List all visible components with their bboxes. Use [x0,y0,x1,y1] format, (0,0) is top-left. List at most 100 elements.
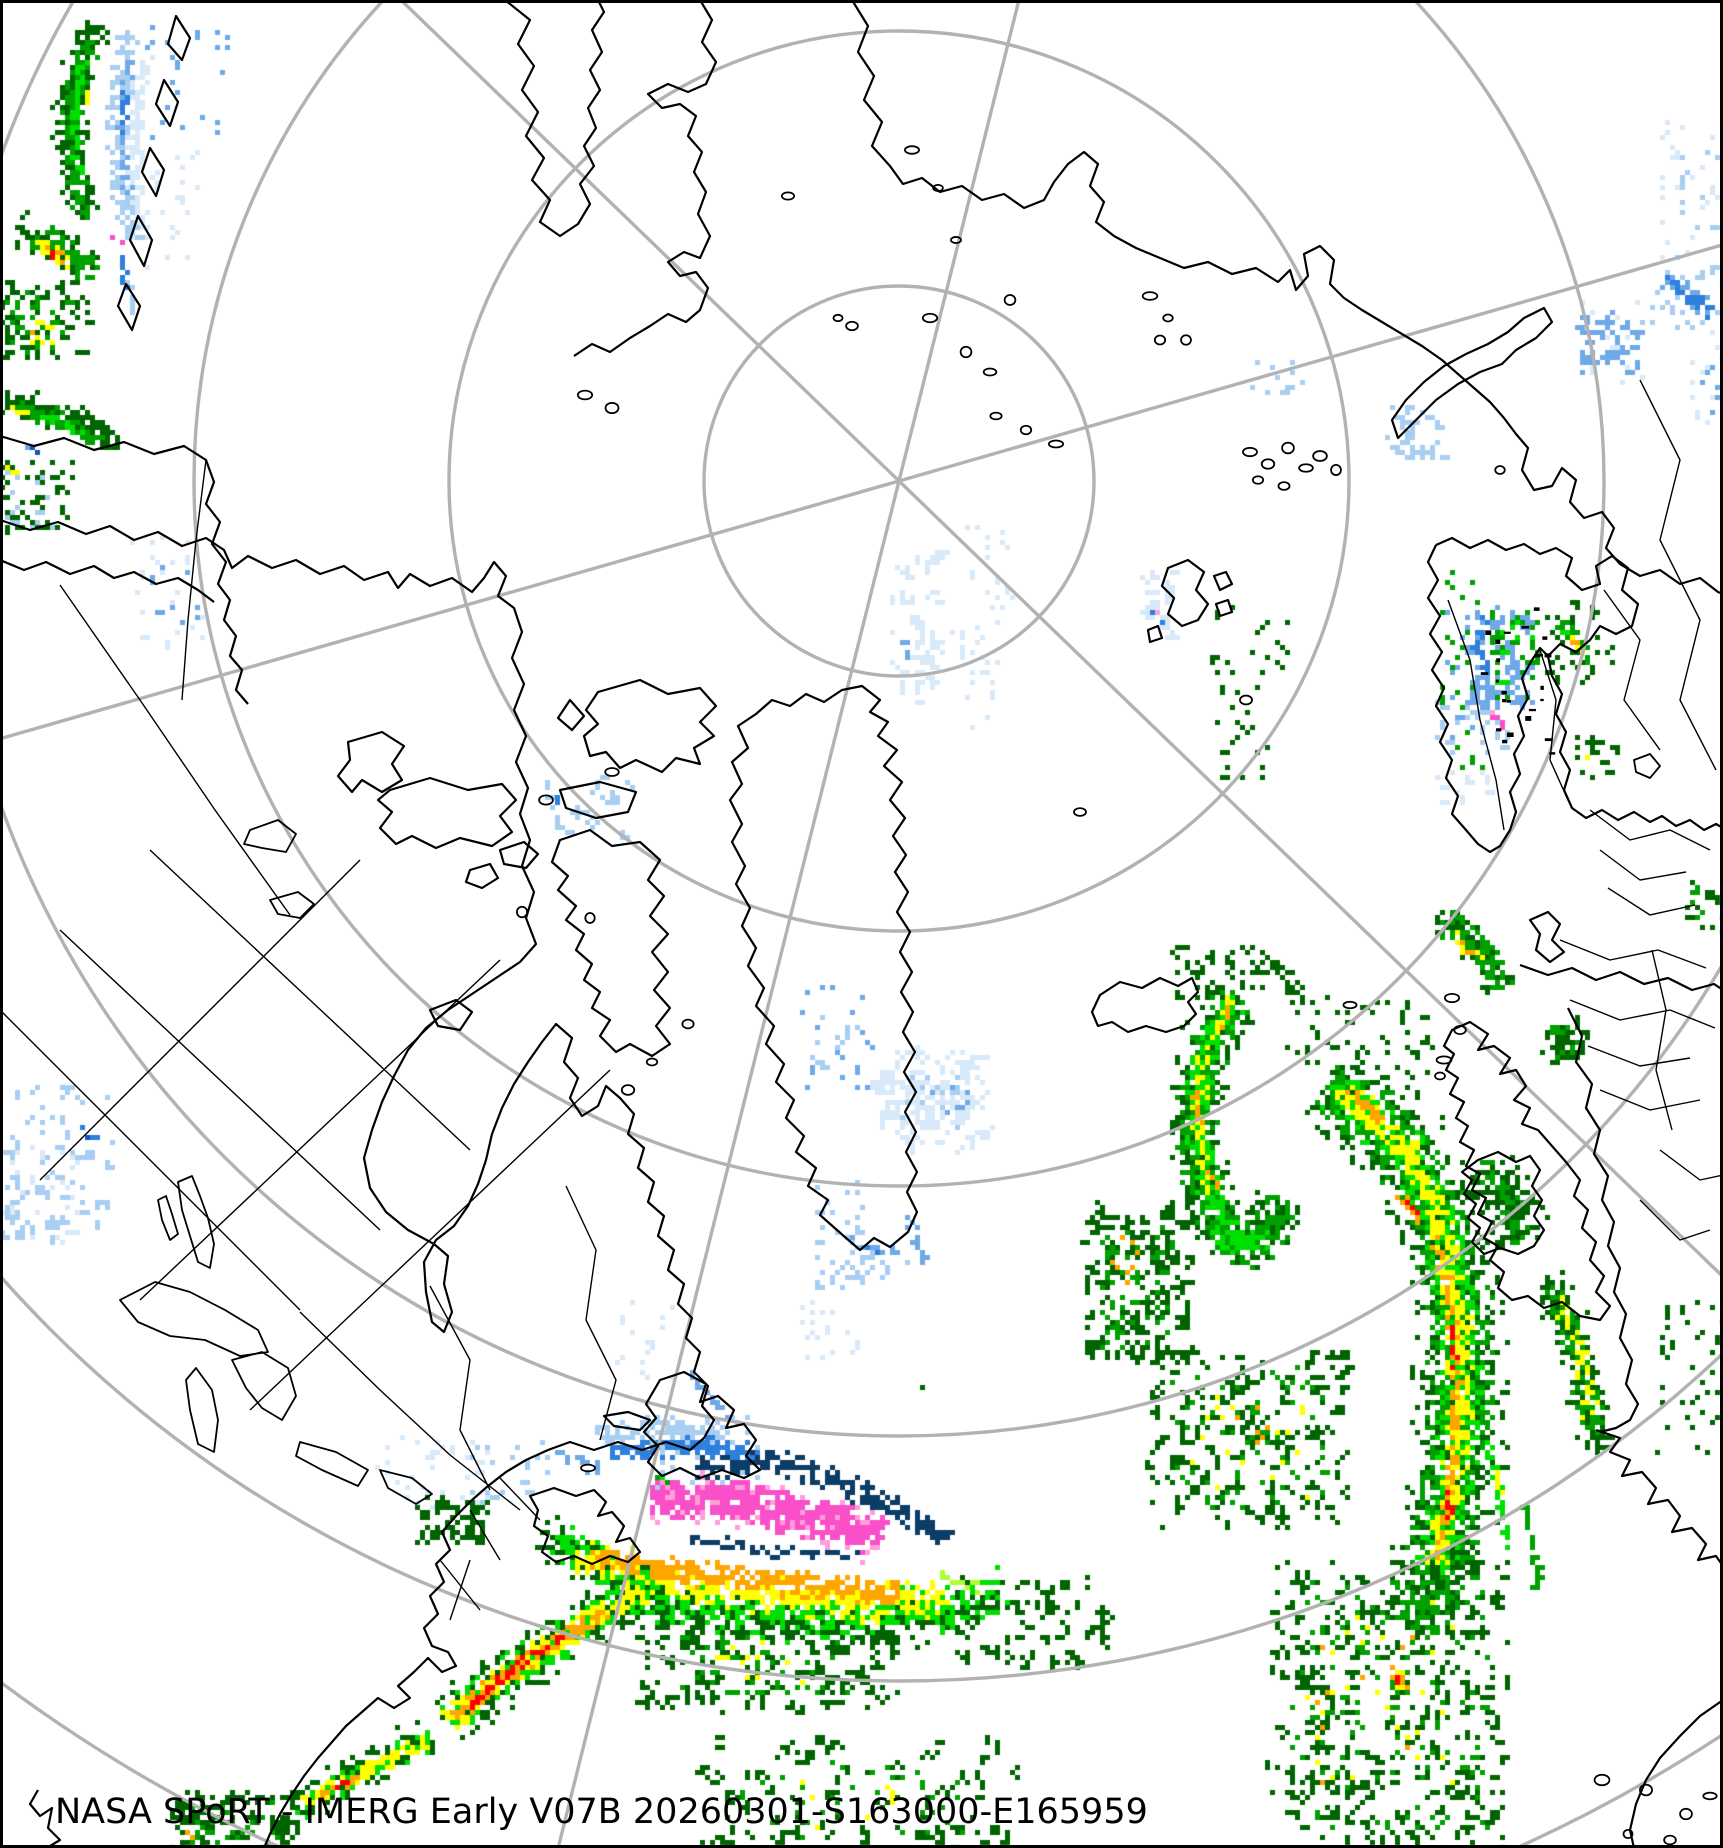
islet [1180,334,1192,346]
lake-group [119,753,1661,1505]
islet [1622,1828,1634,1840]
fin-rus-outline [1603,589,1661,751]
islet [576,389,594,401]
islet [1298,463,1314,473]
greenland-outline [728,684,919,1252]
islet [681,1018,695,1030]
lake-speck [1525,716,1532,721]
devon-outline [558,780,638,820]
islet [1443,992,1461,1004]
prairie-c3-outline [249,1069,611,1411]
coast-fragment-sw-outline [28,1789,62,1847]
swe-nor-outline [1447,599,1505,831]
alaska-west-coast-outline [573,0,718,357]
islet [1239,694,1253,706]
islet [1073,807,1087,817]
lake-speck [1544,738,1553,742]
islet [580,1463,596,1473]
ne-states-4-outline [499,1477,541,1521]
anticosti-outline [602,1410,652,1432]
lake-speck [1521,625,1530,629]
pacific-coast-upper-outline [0,434,249,705]
islet [1281,441,1295,455]
great-bear-outline [243,819,297,853]
winnipeg-outline [177,1175,215,1269]
lake-speck [1538,653,1543,657]
iberia-coast-outline [1628,1699,1723,1848]
lake-speck [1534,653,1541,658]
michigan-outline [185,1367,219,1453]
ne-states-2-outline [439,1559,481,1611]
lake-speck [1501,691,1507,695]
baltic-3-outline [1607,887,1696,916]
lake-speck [1540,685,1544,690]
victoria-outline [376,776,518,850]
islet [904,145,920,155]
lake-speck [1502,699,1507,703]
islet [845,320,859,332]
lake-speck [1506,732,1514,737]
superior-outline [119,1281,269,1357]
lake-speck [1544,653,1552,658]
islet [1141,291,1159,301]
lake-speck [1528,708,1537,712]
islet [1260,458,1276,470]
border-group [0,379,1723,1621]
islet [1434,1071,1446,1081]
axel-heiberg-outline [556,698,586,732]
ireland-outline [1460,1150,1546,1256]
lake-speck-group [1480,607,1556,755]
islet [832,313,844,323]
cent-eur-4-outline [1599,1089,1701,1111]
islet [1251,475,1265,485]
ne-states-3-outline [449,1559,471,1621]
southampton-outline [428,998,474,1032]
quebec-labrador-outline [565,1185,617,1441]
iceland-outline [1090,976,1200,1034]
lake-speck [1496,728,1502,732]
ne-states-1-outline [469,1509,501,1561]
cent-eur-1-outline [1559,939,1707,969]
lake-speck [1549,752,1556,755]
latitude-circle [447,29,1351,933]
cent-eur-5-outline [1651,949,1673,1131]
russia-arctic-coast-outline [851,0,1723,596]
denmark-outline [1528,910,1566,964]
islet [1702,1791,1718,1801]
islet [1494,465,1506,475]
newfoundland-outline [642,1370,762,1480]
meridian-line [398,0,901,483]
ellesmere-outline [582,678,718,774]
na-mainland-outline [0,518,716,1848]
prairie-3-outline [149,849,471,1151]
svalbard-outline [1146,558,1234,644]
winnipegosis-outline [157,1195,179,1241]
huron-outline [231,1351,297,1421]
islet-group [515,145,1718,1846]
great-britain-outline [1442,1020,1612,1322]
lake-speck [1495,639,1501,645]
lake-speck [1485,630,1492,636]
banks-outline [336,730,406,794]
lake-speck [1502,739,1508,744]
lake-speck [1542,636,1548,640]
lake-speck [1503,631,1511,634]
swe-fin-outline [1539,649,1569,801]
erie-outline [295,1441,369,1487]
islet [1047,439,1065,449]
cent-eur-7-outline [1639,1199,1711,1241]
novaya-zemlya-outline [1390,306,1554,440]
bc-alberta-outline [59,584,291,916]
ontario-quebec-outline [429,1285,491,1491]
great-slave-outline [269,891,315,919]
cent-eur-6-outline [1659,1149,1723,1181]
meridian-line [0,479,900,741]
nw-europe-coast-outline [1567,1007,1640,1434]
yukon-border-outline [181,459,207,701]
islet [1663,1834,1677,1846]
